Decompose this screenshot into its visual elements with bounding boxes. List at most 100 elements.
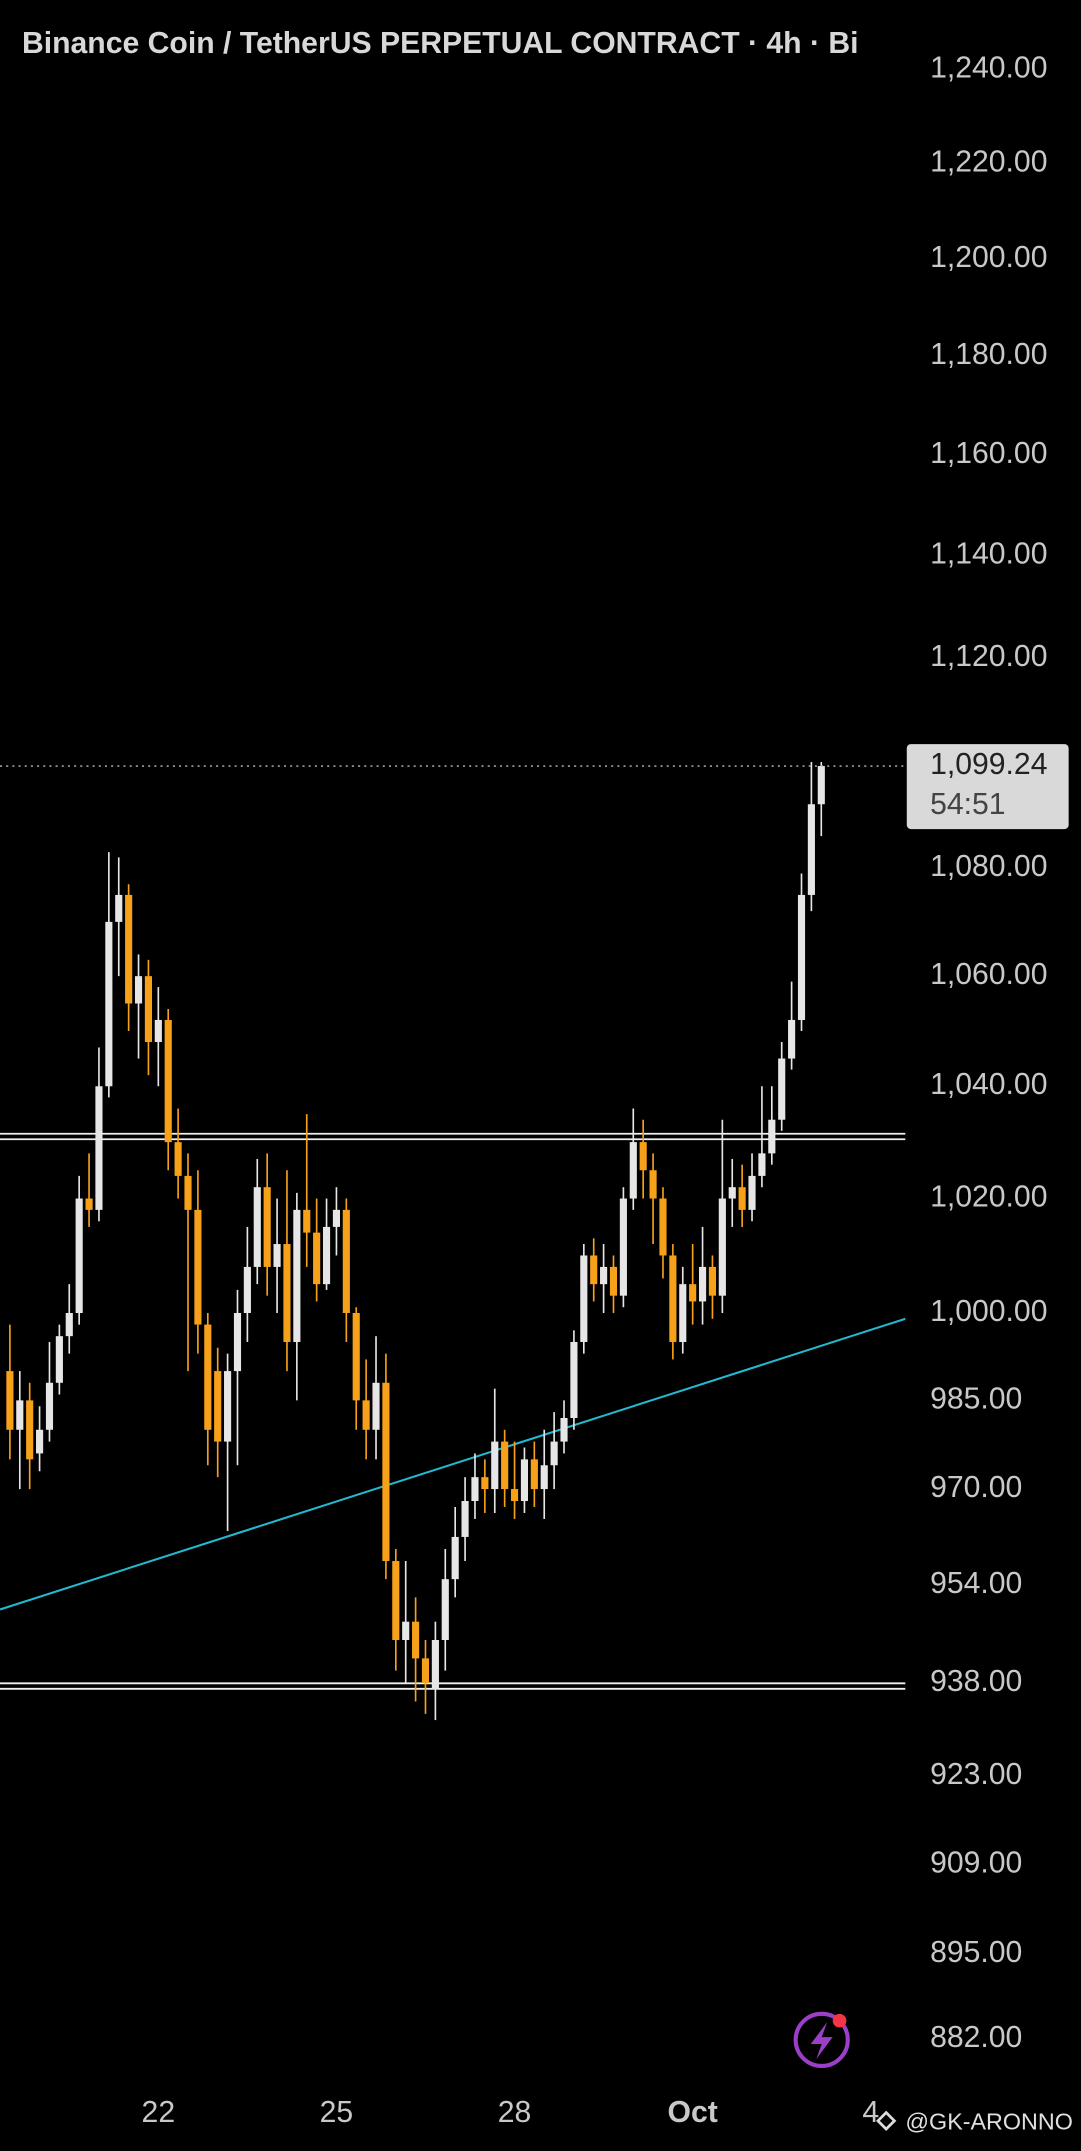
candle-body xyxy=(184,1175,192,1210)
candle-body xyxy=(412,1621,420,1659)
y-tick-label: 954.00 xyxy=(930,1567,1022,1600)
candle-body xyxy=(649,1170,657,1199)
candle-body xyxy=(144,976,152,1042)
candle-body xyxy=(718,1198,726,1296)
y-tick-label: 1,140.00 xyxy=(930,538,1047,571)
candle-body xyxy=(174,1142,182,1176)
candle-body xyxy=(214,1371,222,1442)
candle-body xyxy=(243,1266,251,1313)
candle-body xyxy=(738,1187,746,1210)
y-tick-label: 1,220.00 xyxy=(930,145,1047,178)
candle-body xyxy=(273,1244,281,1267)
candle-body xyxy=(164,1019,172,1143)
candle-body xyxy=(501,1441,509,1490)
y-tick-label: 1,000.00 xyxy=(930,1295,1047,1328)
candle-body xyxy=(95,1086,103,1210)
y-tick-label: 970.00 xyxy=(930,1471,1022,1504)
candle-body xyxy=(342,1209,350,1313)
candle-body xyxy=(16,1400,24,1430)
candle-body xyxy=(758,1153,766,1176)
y-tick-label: 1,120.00 xyxy=(930,640,1047,673)
candle-body xyxy=(283,1244,291,1342)
candle-body xyxy=(382,1382,390,1562)
watermark-logo xyxy=(876,2110,897,2131)
alert-bolt xyxy=(810,2022,833,2060)
candle-body xyxy=(510,1489,519,1502)
candle-body xyxy=(461,1501,469,1537)
y-tick-label: 1,020.00 xyxy=(930,1180,1047,1213)
candle-body xyxy=(550,1441,558,1466)
candle-body xyxy=(679,1284,687,1342)
candle-body xyxy=(154,1019,162,1042)
candle-body xyxy=(125,894,133,1004)
candle-body xyxy=(788,1019,796,1059)
candle-body xyxy=(619,1198,627,1296)
candle-body xyxy=(728,1187,736,1199)
candle-body xyxy=(530,1459,538,1490)
candle-body xyxy=(590,1255,598,1285)
alert-dot xyxy=(832,2013,847,2028)
candle-body xyxy=(580,1255,588,1342)
x-tick-label: 22 xyxy=(142,2096,176,2129)
candle-body xyxy=(224,1371,232,1442)
chart-title: Binance Coin / TetherUS PERPETUAL CONTRA… xyxy=(22,27,859,60)
y-tick-label: 882.00 xyxy=(930,2021,1022,2054)
candle-body xyxy=(85,1198,93,1210)
candle-body xyxy=(768,1119,776,1154)
watermark-text: @GK-ARONNO xyxy=(905,2109,1072,2135)
y-tick-label: 1,200.00 xyxy=(930,241,1047,274)
candle-body xyxy=(293,1209,301,1342)
candle-body xyxy=(698,1266,707,1302)
candle-body xyxy=(797,894,806,1020)
candle-body xyxy=(134,976,143,1004)
candle-body xyxy=(233,1312,242,1372)
candle-body xyxy=(362,1400,370,1430)
x-tick-label: Oct xyxy=(668,2096,718,2129)
plot-area xyxy=(0,762,906,1721)
candle-body xyxy=(600,1266,608,1285)
trend-line xyxy=(0,1317,906,1611)
candle-body xyxy=(629,1142,637,1199)
candle-body xyxy=(65,1312,73,1337)
candle-body xyxy=(807,804,815,895)
y-tick-label: 895.00 xyxy=(930,1936,1022,1969)
candle-body xyxy=(253,1187,261,1267)
candle-body xyxy=(748,1175,756,1210)
candle-body xyxy=(322,1226,331,1285)
y-tick-label: 1,240.00 xyxy=(930,51,1047,84)
y-tick-label: 923.00 xyxy=(930,1758,1022,1791)
candle-body xyxy=(402,1621,410,1641)
candle-body xyxy=(560,1417,568,1442)
candle-body xyxy=(471,1477,479,1502)
candle-body xyxy=(609,1266,618,1296)
axes: 1,240.00 1,220.00 1,200.00 1,180.00 1,160.00… xyxy=(142,51,1048,2128)
candle-body xyxy=(441,1579,449,1641)
candle-body xyxy=(481,1477,489,1490)
candle-body xyxy=(332,1209,341,1227)
candle-body xyxy=(708,1266,717,1296)
candle-body xyxy=(115,894,123,922)
candle-body xyxy=(421,1658,430,1683)
candle-body xyxy=(570,1341,578,1418)
candle-body xyxy=(520,1459,529,1502)
last-price-label: 1,099.24 xyxy=(930,748,1047,781)
candle-body xyxy=(669,1255,677,1342)
last-price-box xyxy=(906,744,1069,830)
candle-body xyxy=(26,1400,34,1460)
candle-body xyxy=(313,1232,321,1285)
candle-body xyxy=(36,1429,44,1454)
y-tick-label: 1,040.00 xyxy=(930,1068,1047,1101)
candle-body xyxy=(491,1441,499,1490)
candle-body xyxy=(372,1382,380,1430)
candle-body xyxy=(45,1382,54,1430)
candle-body xyxy=(303,1209,311,1233)
x-tick-label: 25 xyxy=(320,2096,354,2129)
candle-body xyxy=(778,1058,786,1120)
candle-body xyxy=(659,1198,667,1256)
y-tick-label: 1,080.00 xyxy=(930,850,1047,883)
y-tick-label: 909.00 xyxy=(930,1846,1022,1879)
alert-icon[interactable] xyxy=(793,2011,850,2069)
